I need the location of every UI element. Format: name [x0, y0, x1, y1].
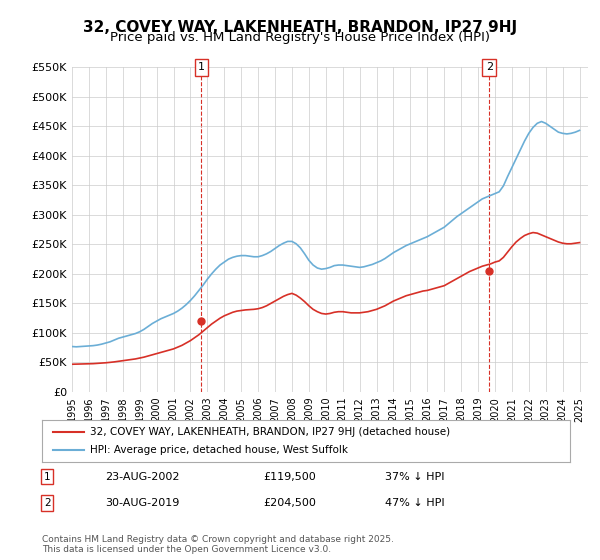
Text: 32, COVEY WAY, LAKENHEATH, BRANDON, IP27 9HJ: 32, COVEY WAY, LAKENHEATH, BRANDON, IP27… [83, 20, 517, 35]
Text: HPI: Average price, detached house, West Suffolk: HPI: Average price, detached house, West… [89, 445, 347, 455]
Text: 1: 1 [198, 62, 205, 72]
Text: £204,500: £204,500 [264, 498, 317, 508]
Text: 23-AUG-2002: 23-AUG-2002 [106, 472, 180, 482]
Text: £119,500: £119,500 [264, 472, 317, 482]
Text: 37% ↓ HPI: 37% ↓ HPI [385, 472, 445, 482]
Text: 2: 2 [44, 498, 50, 508]
Text: 47% ↓ HPI: 47% ↓ HPI [385, 498, 445, 508]
Text: Contains HM Land Registry data © Crown copyright and database right 2025.
This d: Contains HM Land Registry data © Crown c… [42, 535, 394, 554]
Text: Price paid vs. HM Land Registry's House Price Index (HPI): Price paid vs. HM Land Registry's House … [110, 31, 490, 44]
Text: 2: 2 [486, 62, 493, 72]
Text: 32, COVEY WAY, LAKENHEATH, BRANDON, IP27 9HJ (detached house): 32, COVEY WAY, LAKENHEATH, BRANDON, IP27… [89, 427, 449, 437]
Text: 1: 1 [44, 472, 50, 482]
Text: 30-AUG-2019: 30-AUG-2019 [106, 498, 180, 508]
